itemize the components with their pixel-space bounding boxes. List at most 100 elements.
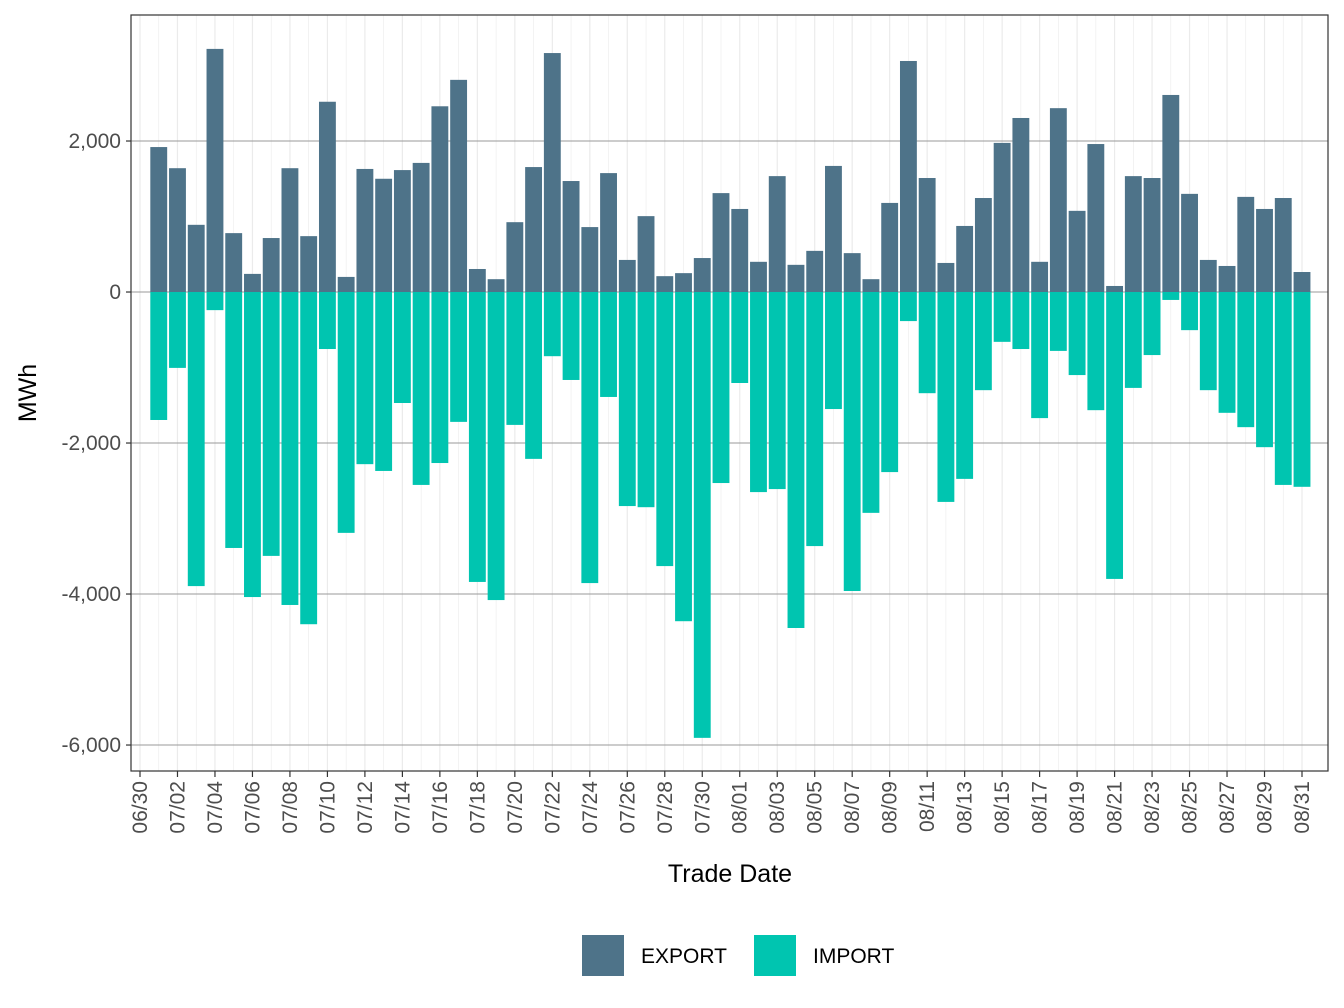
bar <box>187 224 205 293</box>
bar <box>562 181 580 293</box>
bar <box>731 208 749 293</box>
bar <box>1143 292 1161 356</box>
x-tick-label: 08/09 <box>879 781 902 834</box>
x-tick-label: 08/13 <box>954 781 977 834</box>
bar <box>543 53 561 293</box>
bar <box>974 292 992 391</box>
bar <box>468 292 486 582</box>
bar <box>543 292 561 357</box>
bar <box>1293 272 1311 293</box>
bar <box>1256 292 1273 448</box>
bar <box>1106 292 1124 579</box>
x-tick-label: 07/02 <box>166 781 189 834</box>
bar <box>450 79 468 293</box>
x-tick-label: 08/25 <box>1179 781 1202 834</box>
bar <box>862 279 880 293</box>
legend-swatch <box>582 935 624 976</box>
bar <box>337 276 355 293</box>
x-tick-label: 08/01 <box>729 781 752 834</box>
y-tick-label: -4,000 <box>61 583 121 606</box>
bar <box>1218 292 1236 413</box>
bar <box>581 292 599 584</box>
bar <box>300 292 318 625</box>
bar <box>1106 285 1124 293</box>
x-tick-label: 08/15 <box>991 781 1014 834</box>
bar <box>1068 292 1086 376</box>
bar <box>1012 117 1030 293</box>
bar <box>300 236 318 293</box>
bar <box>393 292 411 404</box>
bar <box>206 292 224 311</box>
bar <box>1031 292 1049 419</box>
bar <box>356 292 374 465</box>
bar <box>918 178 936 293</box>
bar <box>600 292 617 397</box>
bar <box>918 292 936 394</box>
bar <box>412 292 430 485</box>
bar <box>1256 208 1273 293</box>
bar <box>1274 198 1292 293</box>
x-tick-label: 07/24 <box>579 781 602 834</box>
bar <box>656 292 674 567</box>
bar <box>956 225 974 293</box>
bar <box>675 273 692 293</box>
x-tick-label: 08/27 <box>1216 781 1239 834</box>
bar <box>1199 292 1217 391</box>
bar <box>1068 210 1086 293</box>
bar <box>281 168 299 293</box>
bar <box>450 292 468 422</box>
x-tick-label: 08/03 <box>766 781 789 834</box>
bar <box>1124 176 1142 293</box>
bar <box>262 238 280 293</box>
bar <box>581 227 599 293</box>
bar <box>712 193 730 293</box>
bar <box>318 292 336 350</box>
bar <box>993 142 1011 293</box>
x-tick-label: 07/04 <box>204 781 227 834</box>
x-tick-label: 07/12 <box>354 781 377 834</box>
bar <box>375 292 393 471</box>
bar <box>787 292 805 628</box>
bar <box>206 48 224 293</box>
bar <box>1237 292 1255 428</box>
bar <box>468 268 486 293</box>
bar <box>1274 292 1292 485</box>
bar <box>412 162 430 293</box>
panel-border <box>130 14 1329 772</box>
bar <box>487 279 505 293</box>
bar <box>262 292 280 556</box>
y-tick-label: -6,000 <box>61 734 121 757</box>
bar <box>506 292 524 425</box>
bar <box>937 262 955 293</box>
bar <box>806 292 824 547</box>
bar <box>337 292 355 533</box>
bar <box>1049 108 1067 293</box>
x-tick-label: 07/14 <box>391 781 414 834</box>
bar <box>562 292 580 380</box>
bar <box>768 176 786 293</box>
bar <box>169 168 186 293</box>
x-tick-label: 08/05 <box>804 781 827 834</box>
bar <box>750 261 767 293</box>
bar <box>712 292 730 484</box>
legend-label: IMPORT <box>813 945 894 968</box>
x-tick-label: 08/31 <box>1291 781 1314 834</box>
bar <box>1218 265 1236 293</box>
bar <box>506 222 524 293</box>
bar <box>187 292 205 587</box>
y-tick-label: -2,000 <box>61 432 121 455</box>
x-tick-label: 07/10 <box>316 781 339 834</box>
bar <box>356 168 374 293</box>
bar <box>225 233 243 293</box>
bar <box>318 101 336 293</box>
x-tick-label: 07/30 <box>691 781 714 834</box>
bar <box>244 292 261 598</box>
bar <box>843 253 861 293</box>
bar <box>862 292 880 513</box>
bar <box>656 276 674 293</box>
y-axis-title: MWh <box>14 364 42 422</box>
x-tick-label: 08/07 <box>841 781 864 834</box>
bar <box>1124 292 1142 388</box>
x-tick-label: 06/30 <box>129 781 152 834</box>
